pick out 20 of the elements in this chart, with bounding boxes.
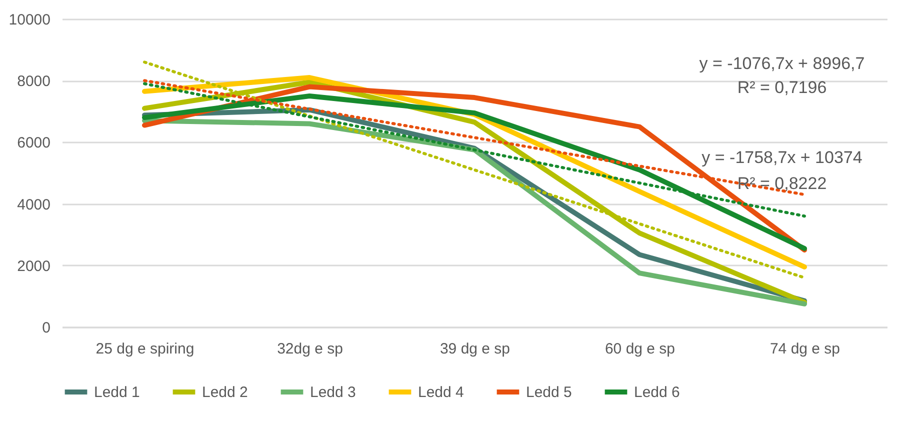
- x-tick-label: 32dg e sp: [277, 340, 343, 358]
- legend-label: Ledd 3: [310, 384, 356, 401]
- annotation: R² = 0,7196: [737, 78, 827, 97]
- y-tick-label: 0: [42, 320, 50, 336]
- annotation: y = -1758,7x + 10374: [702, 148, 862, 167]
- y-tick-label: 6000: [17, 134, 50, 152]
- x-tick-label: 60 dg e sp: [604, 340, 676, 358]
- y-tick-label: 8000: [17, 73, 50, 90]
- y-tick-label: 4000: [17, 196, 50, 214]
- x-tick-label: 74 dg e sp: [770, 340, 840, 358]
- y-tick-label: 2000: [17, 258, 50, 275]
- legend-label: Ledd 6: [634, 384, 680, 401]
- legend-label: Ledd 4: [418, 384, 464, 401]
- x-tick-label: 25 dg e spiring: [96, 340, 194, 358]
- annotation: y = -1076,7x + 8996,7: [699, 54, 865, 73]
- legend-label: Ledd 5: [526, 384, 572, 401]
- x-tick-label: 39 dg e sp: [440, 340, 510, 358]
- y-tick-label: 10000: [8, 12, 50, 28]
- legend-label: Ledd 1: [94, 384, 140, 401]
- legend-label: Ledd 2: [202, 384, 248, 401]
